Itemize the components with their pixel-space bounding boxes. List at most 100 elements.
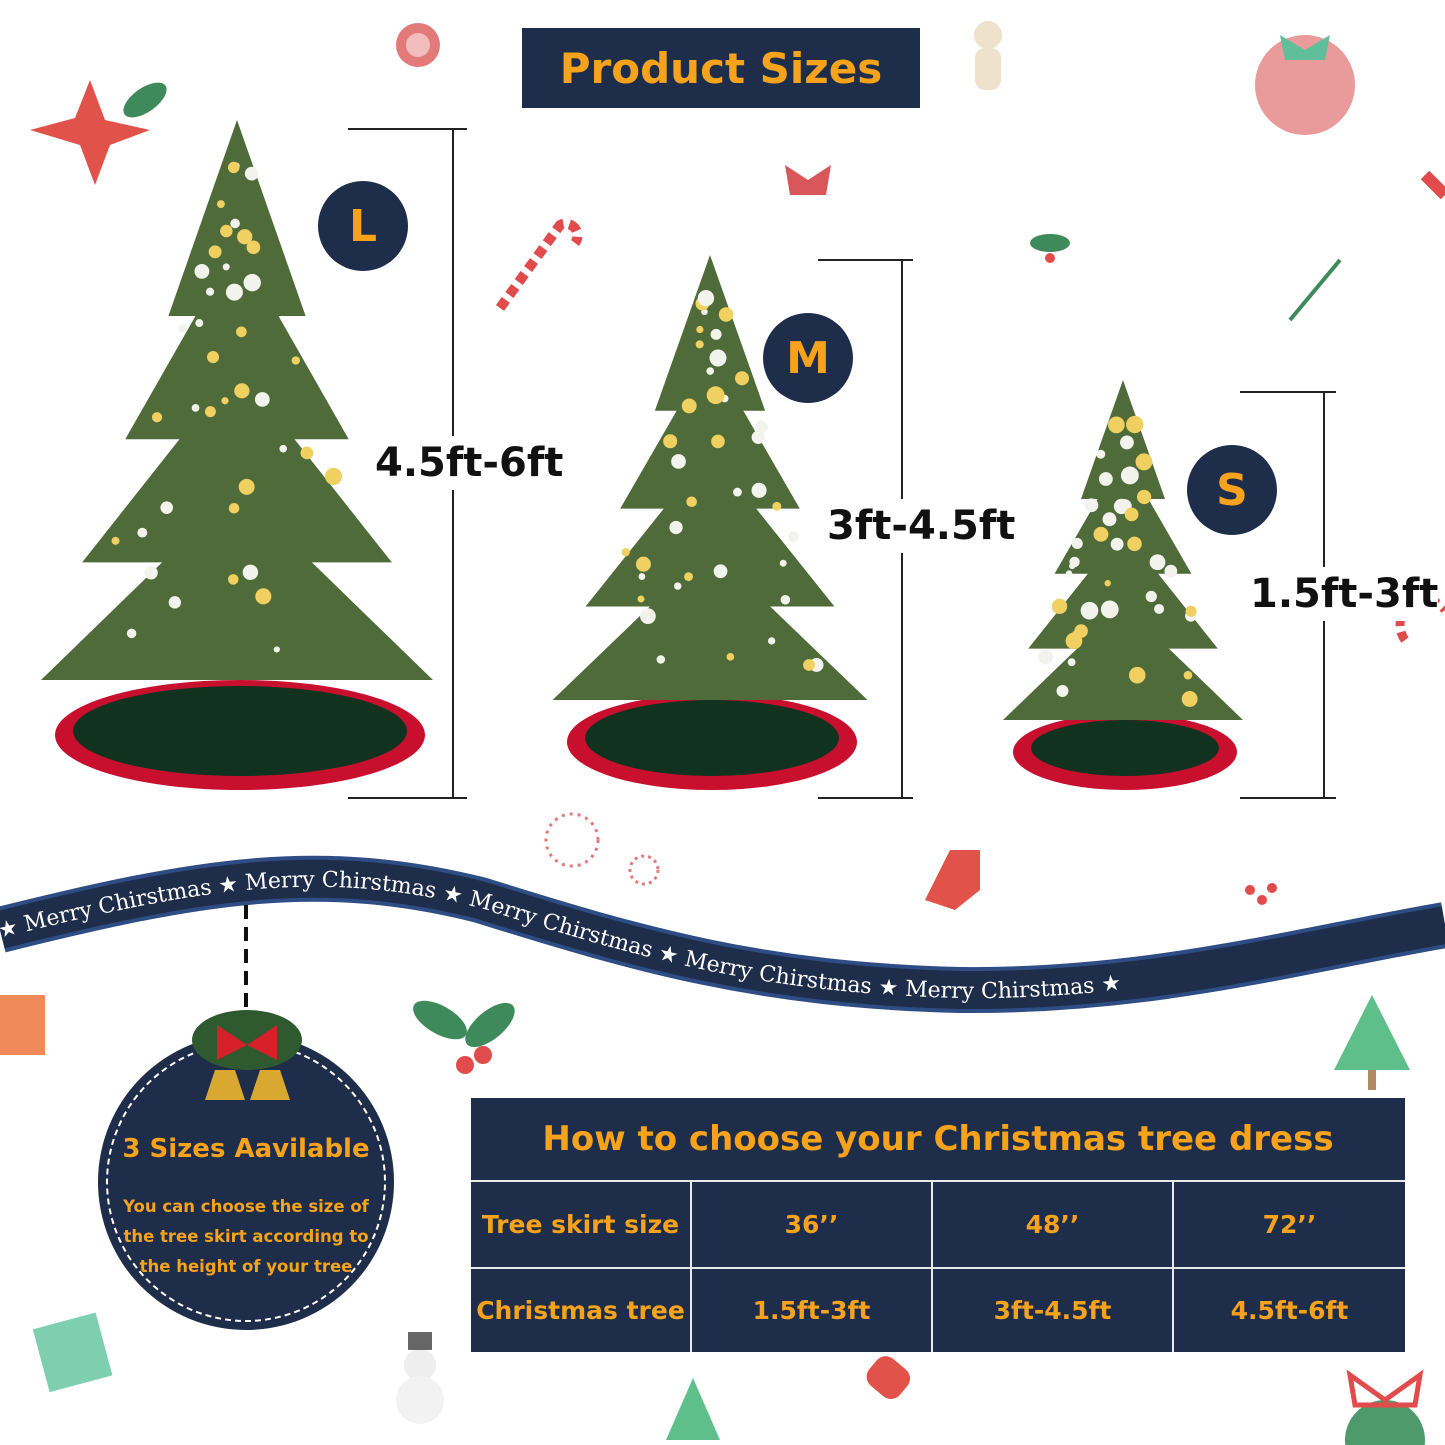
ornament bbox=[1186, 606, 1197, 617]
snowflake-icon bbox=[546, 814, 658, 884]
candy-cane-icon bbox=[500, 224, 578, 308]
ornament bbox=[205, 406, 216, 417]
ornament bbox=[1094, 527, 1109, 542]
gift-ornament-icon bbox=[1255, 35, 1355, 135]
ornament bbox=[1164, 565, 1177, 578]
stocking-icon bbox=[925, 850, 980, 910]
ornament bbox=[228, 162, 239, 173]
ornament bbox=[1052, 599, 1067, 614]
ornament bbox=[195, 319, 203, 327]
info-body: You can choose the size of the tree skir… bbox=[118, 1192, 374, 1282]
table-cell: 48’’ bbox=[933, 1182, 1172, 1267]
ornament bbox=[714, 564, 728, 578]
ornament bbox=[1057, 685, 1069, 697]
ornament bbox=[223, 263, 230, 270]
height-label-m: 3ft-4.5ft bbox=[827, 499, 1015, 553]
ornament bbox=[1101, 600, 1119, 618]
ornament bbox=[781, 595, 791, 605]
row-label-skirt-size: Tree skirt size bbox=[471, 1182, 690, 1267]
ornament bbox=[1103, 512, 1117, 526]
size-badge-m: M bbox=[763, 313, 853, 403]
ornament bbox=[169, 596, 181, 608]
ornament bbox=[772, 502, 781, 511]
ornament bbox=[1126, 416, 1143, 433]
ornament bbox=[1108, 416, 1125, 433]
ornament bbox=[217, 200, 225, 208]
ornament bbox=[663, 434, 677, 448]
ornament bbox=[1072, 538, 1083, 549]
ornament bbox=[179, 324, 188, 333]
size-badge-l: L bbox=[318, 181, 408, 271]
ornament bbox=[207, 351, 219, 363]
ornament bbox=[137, 528, 147, 538]
ornament bbox=[236, 327, 247, 338]
ornament bbox=[1120, 436, 1134, 450]
table-cell: 3ft-4.5ft bbox=[933, 1269, 1172, 1352]
ornament bbox=[152, 412, 162, 422]
ornament bbox=[1136, 453, 1153, 470]
ornament bbox=[1099, 472, 1113, 486]
ornament bbox=[686, 496, 697, 507]
bell-ornament-icon bbox=[1345, 1375, 1425, 1445]
ornament bbox=[1121, 467, 1139, 485]
ornament-icon bbox=[396, 23, 440, 67]
ornament bbox=[1096, 450, 1105, 459]
ornament bbox=[209, 245, 222, 258]
table-cell: 72’’ bbox=[1174, 1182, 1405, 1267]
ornament bbox=[636, 557, 651, 572]
table-title: How to choose your Christmas tree dress bbox=[471, 1098, 1405, 1180]
ornament bbox=[682, 399, 697, 414]
bow-icon bbox=[785, 165, 831, 195]
ornament bbox=[229, 503, 240, 514]
ornament bbox=[788, 531, 799, 542]
ornament bbox=[1111, 538, 1124, 551]
ornament bbox=[127, 629, 137, 639]
ornament bbox=[669, 521, 682, 534]
ornament bbox=[220, 225, 233, 238]
ornament bbox=[733, 488, 742, 497]
table-cell: 1.5ft-3ft bbox=[692, 1269, 931, 1352]
ornament bbox=[274, 646, 280, 652]
size-badge-s: S bbox=[1187, 445, 1277, 535]
ornament bbox=[239, 479, 255, 495]
branch-icon bbox=[1290, 260, 1340, 320]
ornament bbox=[1146, 591, 1157, 602]
page-title: Product Sizes bbox=[522, 28, 920, 108]
ornament bbox=[1069, 563, 1075, 569]
ornament bbox=[112, 537, 120, 545]
table-cell: 4.5ft-6ft bbox=[1174, 1269, 1405, 1352]
ornament bbox=[1105, 580, 1111, 586]
ornament bbox=[247, 241, 261, 255]
poinsettia-icon bbox=[30, 76, 172, 185]
ornament bbox=[279, 445, 287, 453]
ornament bbox=[1085, 498, 1099, 512]
ornament bbox=[1129, 667, 1146, 684]
ornament bbox=[206, 288, 214, 296]
ornament bbox=[255, 392, 270, 407]
ornament bbox=[1038, 650, 1053, 665]
ornament bbox=[706, 367, 714, 375]
tree-small bbox=[1003, 380, 1243, 790]
ornament bbox=[674, 582, 681, 589]
ornament bbox=[160, 501, 173, 514]
ornament bbox=[1074, 624, 1088, 638]
height-label-s: 1.5ft-3ft bbox=[1250, 567, 1438, 621]
bells-bow-icon bbox=[185, 1000, 310, 1110]
mitten-icon bbox=[862, 1351, 915, 1404]
ornament bbox=[1137, 490, 1151, 504]
ornament bbox=[735, 371, 749, 385]
ornament bbox=[228, 574, 238, 584]
ornament bbox=[755, 421, 768, 434]
ornament bbox=[234, 383, 249, 398]
ornament bbox=[325, 468, 342, 485]
gift-icon bbox=[0, 995, 112, 1392]
info-heading: 3 Sizes Aavilable bbox=[98, 1134, 394, 1164]
holly-icon bbox=[1030, 234, 1070, 263]
ornament bbox=[221, 397, 228, 404]
ornament bbox=[244, 274, 261, 291]
ornament bbox=[803, 659, 815, 671]
holly-icon bbox=[407, 993, 522, 1074]
ornament bbox=[1127, 537, 1142, 552]
ornament bbox=[639, 573, 646, 580]
ornament bbox=[1182, 691, 1198, 707]
